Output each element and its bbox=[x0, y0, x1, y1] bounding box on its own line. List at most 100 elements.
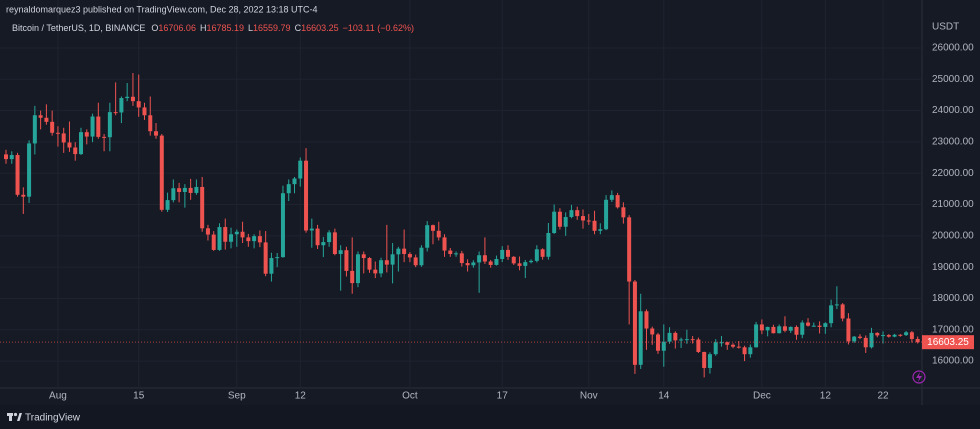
candle-body bbox=[829, 305, 834, 324]
candle-body bbox=[407, 253, 412, 258]
candle-body bbox=[915, 338, 920, 343]
candle-body bbox=[517, 263, 522, 266]
y-tick-label: 21000.00 bbox=[932, 199, 974, 210]
candle-body bbox=[315, 228, 320, 246]
candle-body bbox=[615, 195, 620, 208]
candle-body bbox=[55, 132, 60, 134]
candle-body bbox=[211, 234, 216, 250]
candle-body bbox=[754, 324, 759, 348]
candle-body bbox=[679, 339, 684, 341]
candle-body bbox=[321, 242, 326, 246]
candle-body bbox=[881, 335, 886, 337]
candle-body bbox=[581, 216, 585, 221]
candle-body bbox=[713, 342, 718, 355]
candle-body bbox=[125, 96, 130, 99]
alert-icon[interactable] bbox=[912, 370, 926, 384]
logo-slash bbox=[17, 413, 22, 421]
x-tick-label: Oct bbox=[402, 391, 418, 402]
candle-body bbox=[419, 247, 424, 266]
last-price-tag bbox=[922, 335, 974, 350]
candle-body bbox=[205, 228, 210, 235]
candle-body bbox=[373, 269, 378, 274]
candle-body bbox=[332, 232, 337, 254]
candle-body bbox=[511, 256, 516, 264]
logo-stem bbox=[9, 413, 12, 421]
candle-body bbox=[350, 270, 355, 284]
candle-body bbox=[27, 143, 32, 197]
candle-body bbox=[863, 337, 868, 348]
candle-body bbox=[494, 258, 499, 265]
candle-body bbox=[909, 332, 914, 339]
candle-body bbox=[690, 339, 695, 341]
y-tick-label: 18000.00 bbox=[932, 293, 974, 304]
y-tick-label: 25000.00 bbox=[932, 74, 974, 85]
candle-body bbox=[811, 325, 816, 327]
candle-body bbox=[604, 199, 609, 230]
y-tick-label: 24000.00 bbox=[932, 105, 974, 116]
open-label: O bbox=[151, 23, 158, 33]
candle-body bbox=[609, 195, 614, 200]
candle-body bbox=[482, 255, 487, 262]
candle-body bbox=[263, 242, 268, 274]
candle-body bbox=[269, 258, 274, 274]
candle-body bbox=[448, 250, 453, 254]
candle-body bbox=[50, 121, 55, 133]
candle-body bbox=[546, 233, 551, 257]
candle-body bbox=[454, 253, 459, 255]
x-tick-label: Aug bbox=[49, 391, 67, 402]
labels: 16000.00 17000.00 18000.00 19000.00 20000.00… bbox=[49, 43, 974, 402]
candle-body bbox=[442, 237, 447, 251]
candle-body bbox=[702, 351, 707, 368]
candles bbox=[0, 72, 922, 378]
candle-body bbox=[534, 249, 539, 261]
candle-body bbox=[638, 311, 643, 365]
candle-body bbox=[344, 250, 349, 271]
legend-line: Bitcoin / TetherUS, 1D, BINANCE O16706.06… bbox=[12, 23, 414, 33]
x-tick-label: Nov bbox=[580, 391, 598, 402]
candle-body bbox=[650, 328, 655, 335]
candle-body bbox=[552, 211, 557, 233]
candle-body bbox=[834, 304, 839, 306]
candle-body bbox=[731, 344, 736, 347]
x-tick-label: 12 bbox=[295, 391, 307, 402]
candle-body bbox=[130, 96, 135, 102]
candle-body bbox=[4, 154, 8, 160]
candle-body bbox=[234, 231, 239, 235]
candle-body bbox=[661, 341, 666, 351]
candle-body bbox=[379, 260, 384, 274]
candle-body bbox=[673, 332, 678, 341]
candle-body bbox=[505, 249, 510, 257]
candle-body bbox=[165, 200, 170, 210]
candle-body bbox=[765, 326, 770, 331]
candle-body bbox=[563, 217, 568, 227]
high-label: H bbox=[200, 23, 207, 33]
candle-body bbox=[794, 326, 799, 335]
candle-body bbox=[102, 136, 107, 138]
candle-body bbox=[159, 135, 164, 210]
candle-body bbox=[257, 236, 262, 243]
candle-body bbox=[777, 326, 782, 334]
candle-body bbox=[194, 186, 199, 193]
candle-body bbox=[136, 101, 141, 108]
candle-body bbox=[32, 115, 37, 144]
candle-body bbox=[223, 227, 228, 242]
candle-body bbox=[142, 107, 147, 116]
candle-body bbox=[436, 230, 441, 238]
candle-body bbox=[598, 229, 603, 231]
candle-body bbox=[171, 188, 176, 201]
candle-body bbox=[188, 187, 193, 193]
candle-body bbox=[286, 184, 291, 194]
candle-body bbox=[177, 188, 182, 192]
x-tick-label: Dec bbox=[753, 391, 771, 402]
candle-body bbox=[477, 255, 482, 263]
candle-body bbox=[621, 207, 626, 218]
candle-body bbox=[869, 332, 874, 348]
candle-body bbox=[523, 262, 528, 266]
open-value: 16706.06 bbox=[158, 23, 196, 33]
candle-body bbox=[182, 187, 187, 192]
candle-body bbox=[246, 237, 251, 242]
candle-body bbox=[90, 116, 95, 137]
candle-body bbox=[736, 346, 741, 348]
candle-body bbox=[154, 131, 159, 136]
